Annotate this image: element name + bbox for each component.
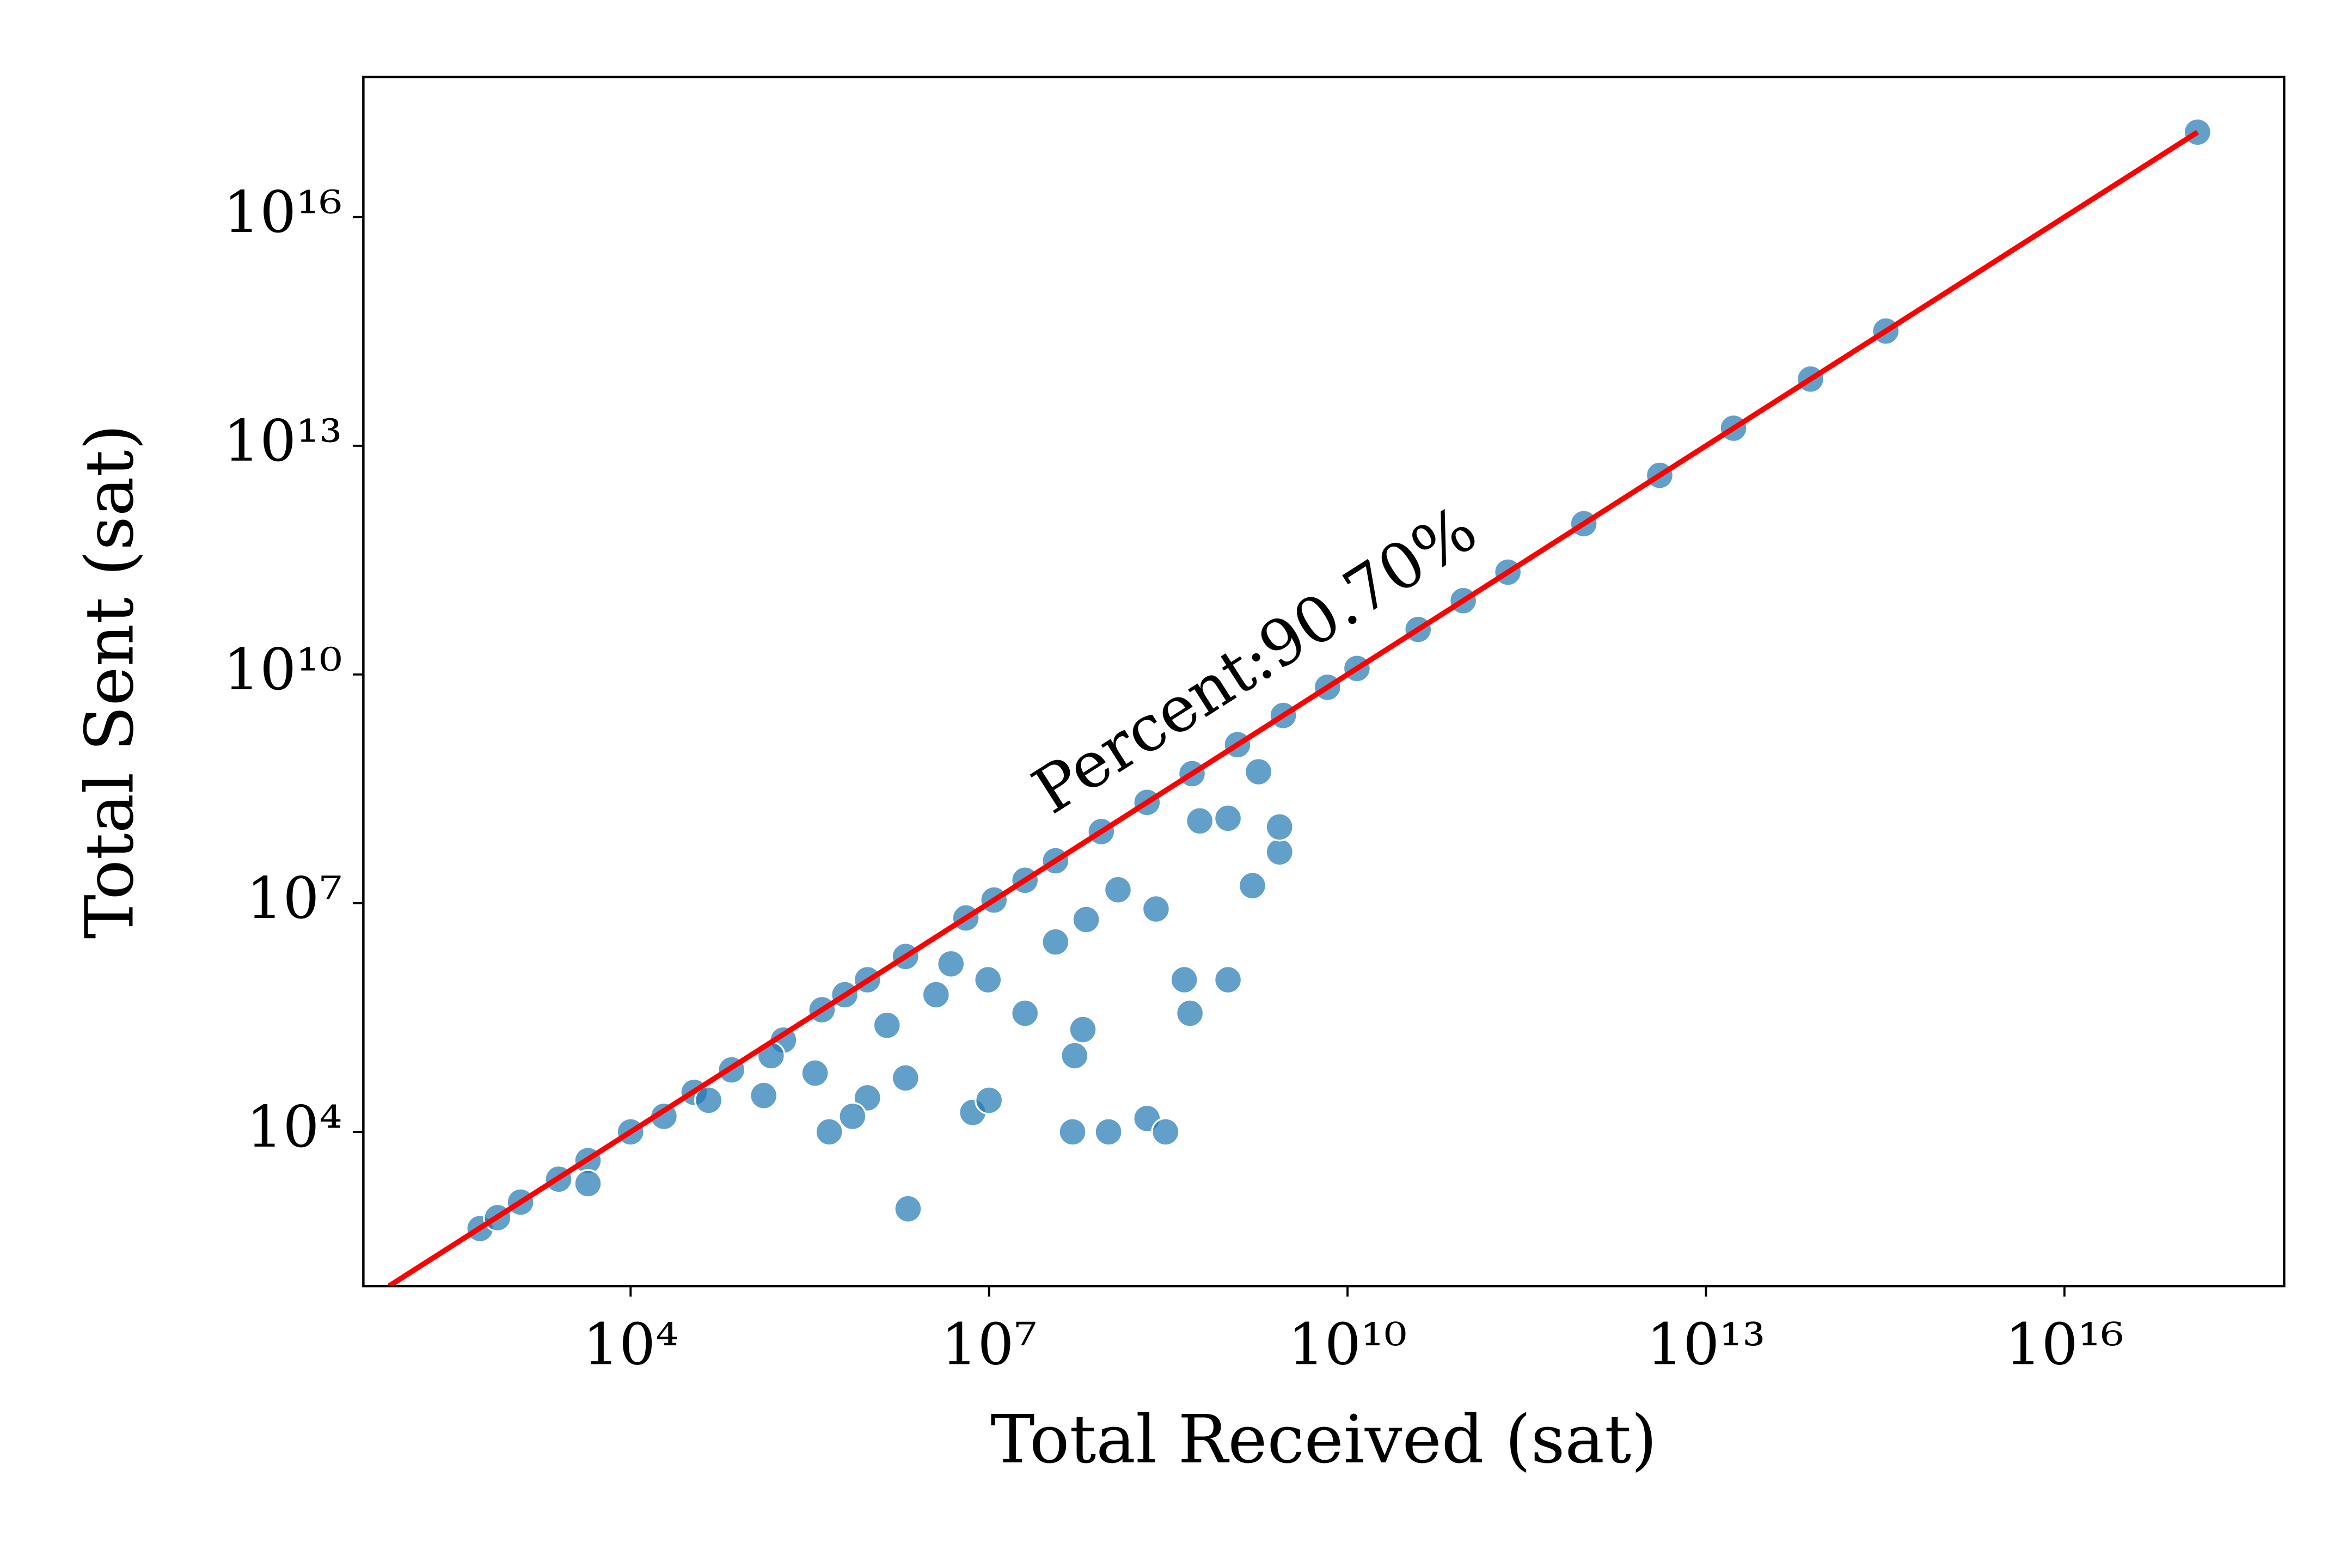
scatter-point	[573, 1169, 603, 1198]
scatter-point	[838, 1101, 867, 1131]
y-axis-label: Total Sent (sat)	[71, 424, 149, 939]
scatter-point	[1244, 757, 1273, 787]
x-tick-label: 10¹⁰	[1288, 1311, 1407, 1378]
scatter-point	[1175, 999, 1205, 1028]
scatter-point	[1103, 875, 1133, 904]
scatter-point	[921, 980, 951, 1009]
x-tick-label: 10⁷	[941, 1311, 1037, 1378]
x-axis-label: Total Received (sat)	[990, 1401, 1657, 1478]
scatter-point	[694, 1086, 724, 1115]
y-tick-label: 10¹⁰	[223, 636, 342, 703]
scatter-point	[1058, 1117, 1087, 1147]
scatter-point	[1060, 1041, 1089, 1070]
reference-line	[387, 130, 2199, 1287]
plot-area	[387, 118, 2212, 1287]
scatter-point	[973, 965, 1003, 995]
scatter-point	[1068, 1015, 1098, 1044]
scatter-point	[1265, 837, 1294, 867]
scatter-point	[1238, 871, 1267, 901]
scatter-point	[749, 1081, 779, 1110]
y-tick-label: 10⁷	[247, 865, 342, 932]
scatter-point	[872, 1010, 902, 1040]
x-tick-label: 10⁴	[583, 1311, 678, 1378]
scatter-point	[1213, 804, 1243, 833]
scatter-point	[1094, 1117, 1123, 1147]
scatter-point	[936, 949, 966, 978]
scatter-point	[975, 1086, 1004, 1115]
scatter-point	[1265, 812, 1294, 842]
scatter-point	[891, 1063, 920, 1093]
x-tick-label: 10¹⁶	[2005, 1311, 2124, 1378]
y-tick-label: 10⁴	[247, 1093, 342, 1160]
scatter-point	[1169, 965, 1199, 995]
scatter-point	[1213, 965, 1243, 995]
scatter-point	[1151, 1117, 1180, 1147]
scatter-point	[1041, 927, 1070, 957]
scatter-point	[893, 1194, 923, 1223]
scatter-point	[814, 1117, 844, 1147]
y-tick-label: 10¹⁶	[223, 179, 342, 246]
axes-frame	[362, 76, 2286, 1288]
scatter-point	[800, 1058, 830, 1088]
scatter-point	[1185, 806, 1215, 836]
x-tick-label: 10¹³	[1646, 1311, 1765, 1378]
scatter-point	[1141, 894, 1171, 924]
scatter-point	[1010, 999, 1040, 1028]
scatter-point	[1071, 905, 1101, 934]
y-tick-label: 10¹³	[223, 407, 342, 474]
